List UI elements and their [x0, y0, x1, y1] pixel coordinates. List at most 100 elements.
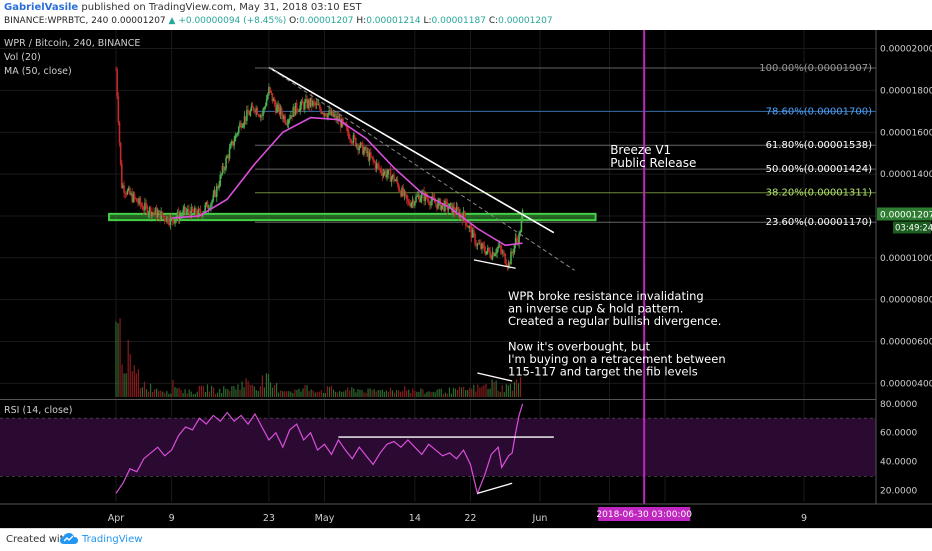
volume-bar — [454, 388, 457, 397]
volume-bar — [275, 382, 278, 397]
analysis-text-line: Created a regular bullish divergence. — [508, 314, 721, 328]
candle-body — [151, 211, 153, 217]
volume-bar — [194, 393, 196, 397]
candle-body — [306, 98, 308, 108]
candle-body — [396, 179, 399, 185]
candle-body — [510, 251, 512, 265]
countdown-tag — [893, 221, 931, 234]
analysis-text-line: 115-117 and target the fib levels — [508, 365, 698, 379]
candle-body — [324, 113, 327, 116]
volume-bar — [507, 385, 509, 397]
candle-body — [240, 122, 242, 128]
date-tag-label: 2018-06-30 03:00:00 — [596, 510, 692, 520]
candle-body — [371, 156, 373, 158]
candle-body — [480, 243, 482, 249]
candle-body — [370, 152, 372, 157]
open-value: 0.00001207 — [299, 16, 354, 26]
candle-body — [129, 187, 131, 195]
legend: WPR / Bitcoin, 240, BINANCE Vol (20) MA (5… — [4, 38, 140, 416]
volume-bar — [485, 383, 487, 397]
volume-bar — [479, 387, 481, 397]
candle-body — [462, 211, 465, 221]
candle-body — [242, 124, 245, 127]
volume-bar — [430, 392, 432, 397]
candle-body — [418, 195, 421, 202]
candle-body — [485, 251, 488, 255]
candle-body — [329, 110, 332, 115]
candle-body — [211, 200, 213, 204]
volume-bar — [456, 389, 459, 397]
tradingview-brand-link[interactable]: TradingView — [82, 534, 143, 545]
candle-body — [124, 192, 127, 194]
candle-body — [434, 202, 437, 204]
projection-trendline — [268, 66, 575, 271]
volume-bar — [296, 389, 298, 397]
volume-bar — [389, 387, 392, 397]
candle-body — [352, 135, 355, 143]
candle-body — [322, 112, 325, 115]
volume-bar — [395, 390, 398, 397]
price-tick-label: 0.00001400 — [880, 170, 932, 180]
volume-bar — [208, 391, 211, 397]
candle-body — [122, 185, 124, 188]
candle-body — [231, 141, 233, 145]
volume-bar — [304, 385, 306, 397]
high-label: H: — [356, 16, 367, 26]
volume-bar — [450, 393, 453, 397]
candle-body — [439, 199, 442, 210]
candle-body — [284, 115, 286, 124]
candle-body — [254, 111, 256, 113]
candle-body — [197, 208, 200, 217]
price-tick-label: 0.00001000 — [880, 254, 932, 264]
volume-bar — [355, 392, 357, 397]
symbol-label: BINANCE:WPRBTC, 240 — [4, 16, 109, 26]
candle-body — [342, 118, 344, 123]
candle-body — [389, 170, 392, 182]
candle-body — [218, 185, 220, 188]
candle-body — [292, 107, 295, 117]
volume-bar — [353, 388, 355, 397]
volume-bar — [347, 387, 349, 397]
candle-body — [232, 141, 234, 146]
candle-body — [184, 206, 187, 213]
volume-bar — [117, 323, 119, 397]
candle-body — [294, 102, 297, 116]
candle-body — [350, 139, 352, 143]
candle-body — [400, 191, 402, 197]
candle-body — [161, 211, 164, 217]
candle-body — [497, 246, 500, 249]
volume-bar — [465, 390, 467, 397]
candle-body — [476, 243, 479, 246]
candle-body — [288, 118, 291, 120]
time-tick-label: 23 — [263, 513, 275, 524]
candle-body — [312, 101, 314, 106]
volume-bar — [166, 391, 168, 397]
candle-body — [304, 101, 306, 110]
volume-bar — [365, 392, 367, 397]
author-link[interactable]: GabrielVasile — [4, 2, 79, 13]
candle-body — [204, 204, 206, 211]
event-annotation-line: Public Release — [610, 156, 696, 170]
volume-bar — [475, 391, 477, 397]
candle-body — [173, 221, 175, 224]
volume-bar — [473, 384, 475, 397]
candle-body — [210, 203, 212, 209]
candle-body — [249, 110, 252, 116]
candle-body — [285, 123, 288, 125]
ma-line — [171, 116, 523, 247]
candle-body — [372, 157, 374, 161]
volume-bar — [400, 391, 402, 397]
candle-body — [408, 201, 410, 205]
price-chart[interactable]: 100.00%(0.00001907) 78.60%(0.00001700) 61.… — [0, 30, 932, 528]
candle-body — [488, 247, 490, 252]
candle-body — [334, 114, 336, 116]
candle-body — [181, 214, 183, 216]
candle-body — [455, 206, 458, 214]
candle-body — [398, 189, 401, 192]
volume-bar — [227, 389, 229, 397]
candle-body — [251, 105, 254, 108]
candle-body — [155, 208, 158, 218]
candle-body — [148, 207, 151, 213]
volume-bar — [336, 392, 339, 397]
candle-body — [314, 102, 317, 106]
